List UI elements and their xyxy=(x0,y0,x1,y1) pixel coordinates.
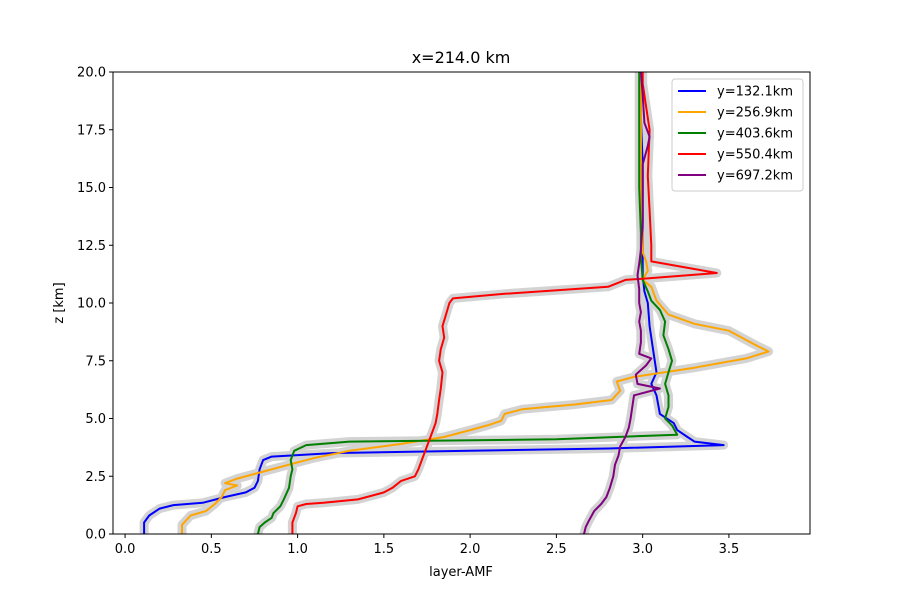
x-axis-label: layer-AMF xyxy=(429,565,493,580)
x-tick-label: 2.0 xyxy=(460,542,481,557)
series-line xyxy=(583,72,661,534)
y-tick-label: 5.0 xyxy=(85,412,106,427)
y-axis: 0.0 2.5 5.0 7.5 10.0 12.5 15.0 17.5 20.0 xyxy=(77,66,113,543)
x-tick-label: 2.5 xyxy=(546,542,567,557)
y-axis-label: z [km] xyxy=(52,282,67,323)
legend: y=132.1km y=256.9km y=403.6km y=550.4km y=69… xyxy=(671,78,804,192)
x-axis: 0.0 0.5 1.0 1.5 2.0 2.5 3.0 3.5 xyxy=(115,534,740,557)
x-tick-label: 0.5 xyxy=(201,542,222,557)
y-tick-label: 17.5 xyxy=(77,123,106,138)
series-line xyxy=(291,72,718,534)
y-tick-label: 12.5 xyxy=(77,239,106,254)
legend-entry: y=132.1km xyxy=(717,85,793,100)
x-tick-label: 3.0 xyxy=(632,542,653,557)
x-tick-label: 0.0 xyxy=(115,542,136,557)
x-tick-label: 3.5 xyxy=(719,542,740,557)
y-tick-label: 20.0 xyxy=(77,66,106,81)
y-tick-label: 0.0 xyxy=(85,528,106,543)
series-line xyxy=(181,72,770,534)
legend-box xyxy=(671,78,804,192)
legend-entry: y=256.9km xyxy=(717,106,793,121)
y-tick-label: 10.0 xyxy=(77,297,106,312)
legend-entry: y=697.2km xyxy=(717,169,793,184)
series-lines xyxy=(143,72,770,534)
x-tick-label: 1.5 xyxy=(374,542,395,557)
y-tick-label: 7.5 xyxy=(85,354,106,369)
chart-title: x=214.0 km xyxy=(412,48,511,67)
legend-entry: y=403.6km xyxy=(717,127,793,142)
legend-entry: y=550.4km xyxy=(717,148,793,163)
y-tick-label: 15.0 xyxy=(77,181,106,196)
x-tick-label: 1.0 xyxy=(287,542,308,557)
series-line xyxy=(256,72,679,534)
y-tick-label: 2.5 xyxy=(85,470,106,485)
